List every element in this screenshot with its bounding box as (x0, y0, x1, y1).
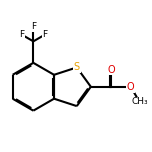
Text: F: F (19, 30, 24, 39)
Text: S: S (74, 62, 80, 72)
Text: CH₃: CH₃ (131, 97, 148, 106)
Text: F: F (42, 30, 47, 39)
Text: F: F (31, 22, 36, 31)
Text: O: O (127, 82, 135, 92)
Text: O: O (107, 65, 115, 74)
